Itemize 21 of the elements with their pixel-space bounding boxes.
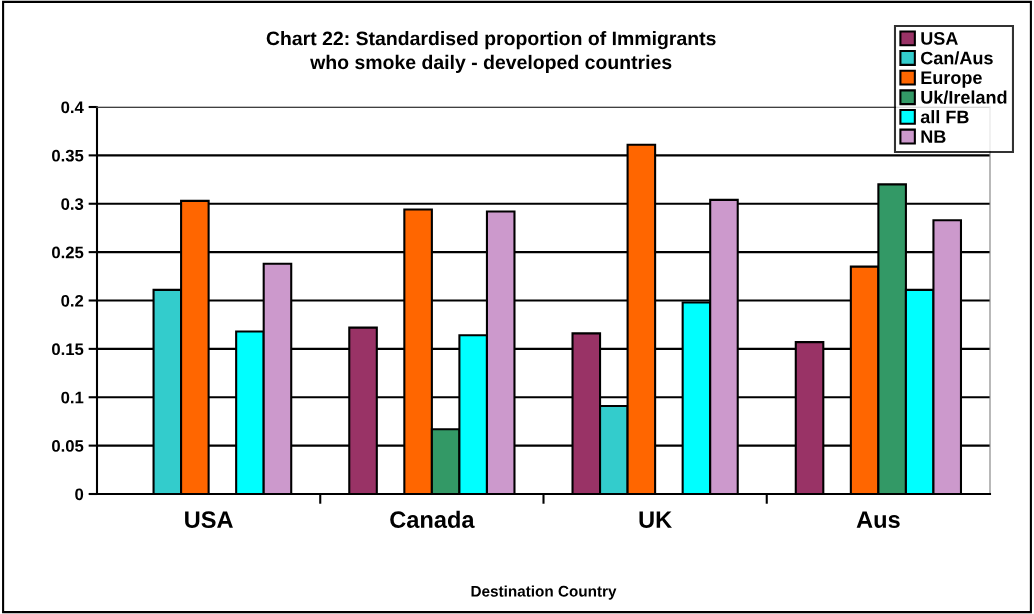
legend-label: Europe	[921, 71, 982, 88]
x-tick-label: USA	[185, 511, 233, 529]
x-axis-title: Destination Country	[471, 585, 617, 600]
y-tick-label: 0	[75, 488, 84, 501]
x-tick-label: Canada	[390, 510, 475, 529]
y-tick-label: 0.05	[52, 440, 84, 452]
y-tick-label: 0.2	[61, 294, 84, 307]
y-tick-label: 0.25	[52, 246, 84, 259]
legend-label: all FB	[920, 110, 969, 124]
x-tick-label: Aus	[856, 511, 900, 529]
legend-label: Can/Aus	[921, 51, 993, 65]
y-tick-label: 0.15	[52, 343, 84, 356]
y-tick-label: 0.35	[52, 149, 84, 162]
legend-label: NB	[921, 130, 946, 143]
y-tick-label: 0.4	[61, 101, 84, 114]
x-tick-label: UK	[639, 511, 672, 529]
chart-title: Chart 22: Standardised proportion of Immigrants who smoke daily - developed countries	[266, 31, 716, 73]
legend-label: USA	[921, 32, 958, 45]
legend-label: Uk/Ireland	[921, 90, 1007, 104]
y-tick-label: 0.1	[61, 391, 84, 404]
y-tick-label: 0.3	[61, 198, 84, 210]
